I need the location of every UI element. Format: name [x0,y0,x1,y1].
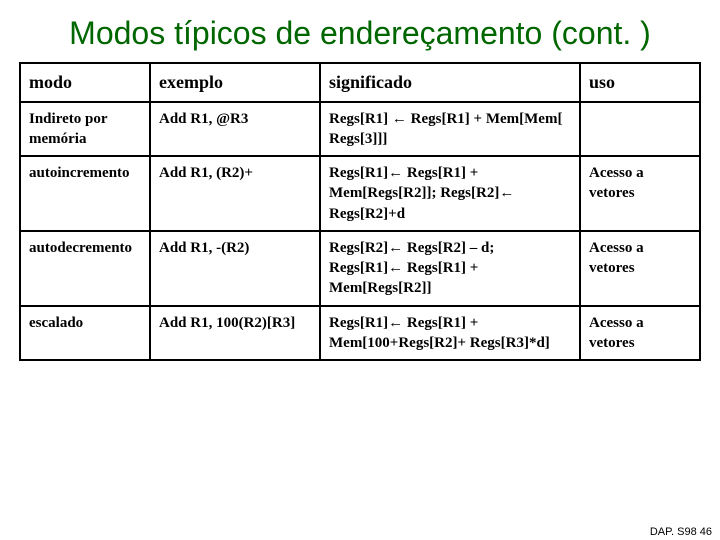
header-significado: significado [320,63,580,101]
addressing-modes-table: modo exemplo significado uso Indireto po… [19,62,701,361]
table-row: escalado Add R1, 100(R2)[R3] Regs[R1]← R… [20,306,700,361]
cell-exemplo: Add R1, (R2)+ [150,156,320,231]
cell-modo: escalado [20,306,150,361]
table-row: autoincremento Add R1, (R2)+ Regs[R1]← R… [20,156,700,231]
slide-title: Modos típicos de endereçamento (cont. ) [0,0,720,62]
cell-exemplo: Add R1, 100(R2)[R3] [150,306,320,361]
cell-uso: Acesso a vetores [580,231,700,306]
cell-significado: Regs[R1] ← Regs[R1] + Mem[Mem[ Regs[3]]] [320,102,580,157]
cell-uso: Acesso a vetores [580,156,700,231]
cell-modo: autoincremento [20,156,150,231]
header-exemplo: exemplo [150,63,320,101]
table-row: autodecremento Add R1, -(R2) Regs[R2]← R… [20,231,700,306]
cell-uso [580,102,700,157]
cell-significado: Regs[R2]← Regs[R2] – d; Regs[R1]← Regs[R… [320,231,580,306]
header-uso: uso [580,63,700,101]
cell-modo: autodecremento [20,231,150,306]
header-modo: modo [20,63,150,101]
slide-footer: DAP. S98 46 [650,526,712,538]
cell-exemplo: Add R1, @R3 [150,102,320,157]
cell-uso: Acesso a vetores [580,306,700,361]
cell-modo: Indireto por memória [20,102,150,157]
table-row: Indireto por memória Add R1, @R3 Regs[R1… [20,102,700,157]
cell-significado: Regs[R1]← Regs[R1] + Mem[100+Regs[R2]+ R… [320,306,580,361]
cell-exemplo: Add R1, -(R2) [150,231,320,306]
table-header-row: modo exemplo significado uso [20,63,700,101]
cell-significado: Regs[R1]← Regs[R1] + Mem[Regs[R2]]; Regs… [320,156,580,231]
